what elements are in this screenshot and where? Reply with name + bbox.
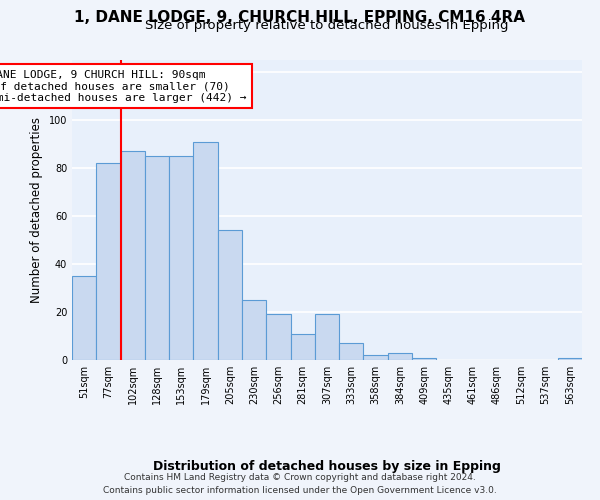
Text: Contains HM Land Registry data © Crown copyright and database right 2024.
Contai: Contains HM Land Registry data © Crown c…: [103, 474, 497, 495]
Bar: [339, 343, 364, 360]
Bar: [290, 334, 315, 360]
Bar: [242, 300, 266, 360]
Bar: [266, 314, 290, 360]
Bar: [193, 142, 218, 360]
X-axis label: Distribution of detached houses by size in Epping: Distribution of detached houses by size …: [153, 460, 501, 473]
Bar: [412, 358, 436, 360]
Bar: [558, 358, 582, 360]
Bar: [315, 314, 339, 360]
Text: 1 DANE LODGE, 9 CHURCH HILL: 90sqm
← 14% of detached houses are smaller (70)
85%: 1 DANE LODGE, 9 CHURCH HILL: 90sqm ← 14%…: [0, 70, 246, 103]
Bar: [388, 353, 412, 360]
Bar: [96, 163, 121, 360]
Y-axis label: Number of detached properties: Number of detached properties: [30, 117, 43, 303]
Bar: [218, 230, 242, 360]
Text: 1, DANE LODGE, 9, CHURCH HILL, EPPING, CM16 4RA: 1, DANE LODGE, 9, CHURCH HILL, EPPING, C…: [74, 10, 526, 25]
Bar: [364, 355, 388, 360]
Title: Size of property relative to detached houses in Epping: Size of property relative to detached ho…: [145, 20, 509, 32]
Bar: [72, 276, 96, 360]
Bar: [145, 156, 169, 360]
Bar: [169, 156, 193, 360]
Bar: [121, 151, 145, 360]
